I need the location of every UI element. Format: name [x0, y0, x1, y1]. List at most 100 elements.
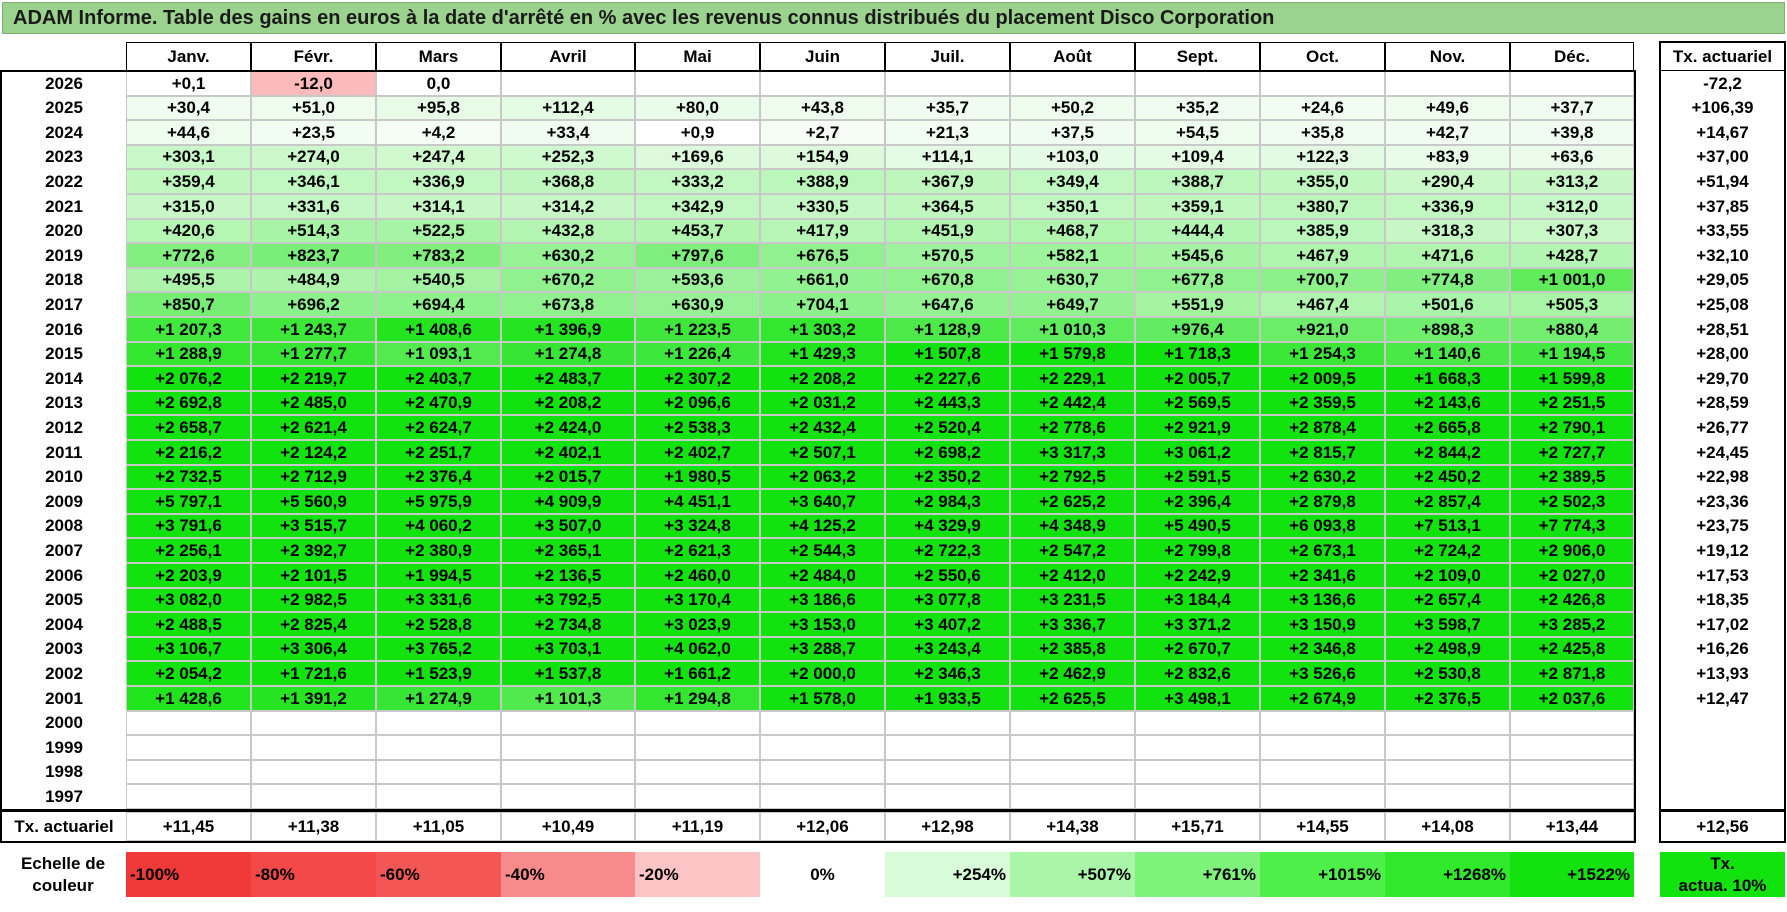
table-cell: +1 429,3 [760, 342, 885, 366]
table-cell: +2 712,9 [251, 465, 376, 489]
table-cell: +122,3 [1260, 145, 1385, 169]
table-cell: +2 426,8 [1510, 588, 1634, 612]
table-cell: +1 207,3 [126, 317, 251, 342]
year-label: 2010 [45, 467, 83, 486]
table-cell: +2 136,5 [501, 563, 635, 588]
legend-label: Echelle de couleur [20, 853, 106, 895]
table-cell [760, 784, 885, 809]
table-cell: +2 530,8 [1385, 661, 1510, 686]
table-cell: +1 661,2 [635, 661, 760, 686]
table-cell: +54,5 [1135, 120, 1260, 145]
table-cell: +0,1 [126, 71, 251, 96]
year-label: 2023 [45, 147, 83, 166]
table-cell: +2 392,7 [251, 538, 376, 563]
table-cell: +2 507,1 [760, 440, 885, 465]
table-cell: +49,6 [1385, 96, 1510, 120]
table-cell: +2 665,8 [1385, 415, 1510, 440]
table-cell: +318,3 [1385, 219, 1510, 243]
table-cell: +3 136,6 [1260, 588, 1385, 612]
table-cell: +336,9 [1385, 194, 1510, 219]
table-cell: +1 428,6 [126, 686, 251, 711]
rate-cell [1660, 760, 1785, 784]
legend-swatch: -100% [126, 852, 251, 897]
table-cell: +2 502,3 [1510, 489, 1634, 514]
table-cell: +2 346,8 [1260, 637, 1385, 661]
table-cell: +364,5 [885, 194, 1010, 219]
table-cell: +649,7 [1010, 292, 1135, 317]
table-cell: +467,9 [1260, 243, 1385, 268]
table-cell: +0,9 [635, 120, 760, 145]
table-cell: +2 009,5 [1260, 366, 1385, 391]
table-cell: +2 984,3 [885, 489, 1010, 514]
table-cell: +2 625,5 [1010, 686, 1135, 711]
totals-cell: +13,44 [1510, 812, 1634, 841]
table-cell: +2 727,7 [1510, 440, 1634, 465]
rate-cell: +22,98 [1696, 467, 1749, 486]
table-cell [1385, 760, 1510, 784]
table-cell: +2 389,5 [1510, 465, 1634, 489]
year-label: 2019 [45, 245, 83, 265]
month-header: Nov. [1385, 42, 1510, 71]
table-cell: +1 391,2 [251, 686, 376, 711]
table-cell: +2 630,2 [1260, 465, 1385, 489]
table-cell: +696,2 [251, 292, 376, 317]
table-cell: +2 732,5 [126, 465, 251, 489]
table-cell: +1 288,9 [126, 342, 251, 366]
table-cell: +2 722,3 [885, 538, 1010, 563]
table-cell: +2 698,2 [885, 440, 1010, 465]
table-cell [126, 760, 251, 784]
table-cell [635, 735, 760, 760]
rate-cell: +28,51 [1696, 319, 1749, 339]
table-cell: +1 303,2 [760, 317, 885, 342]
table-cell: +1 537,8 [501, 661, 635, 686]
rate-cell: +26,77 [1696, 417, 1749, 437]
table-cell: +37,5 [1010, 120, 1135, 145]
table-cell: +350,1 [1010, 194, 1135, 219]
table-cell: +1 523,9 [376, 661, 501, 686]
table-cell [1260, 71, 1385, 96]
table-cell: +2 879,8 [1260, 489, 1385, 514]
legend-swatch: +761% [1135, 852, 1260, 897]
rate-cell: +23,75 [1696, 516, 1749, 535]
table-cell: +1 254,3 [1260, 342, 1385, 366]
legend-swatch: +1268% [1385, 852, 1510, 897]
table-cell: +630,7 [1010, 268, 1135, 292]
table-cell: +1 579,8 [1010, 342, 1135, 366]
table-cell: +314,1 [376, 194, 501, 219]
year-label: 2022 [45, 171, 83, 191]
table-cell: +3 526,6 [1260, 661, 1385, 686]
table-cell [885, 784, 1010, 809]
table-cell [885, 760, 1010, 784]
table-cell: +2 484,0 [760, 563, 885, 588]
table-cell: +2 396,4 [1135, 489, 1260, 514]
table-cell: +44,6 [126, 120, 251, 145]
table-cell: +2 906,0 [1510, 538, 1634, 563]
table-cell: +80,0 [635, 96, 760, 120]
table-cell: +35,7 [885, 96, 1010, 120]
table-cell: +551,9 [1135, 292, 1260, 317]
rate-cell [1660, 784, 1785, 809]
table-cell: +3 336,7 [1010, 612, 1135, 637]
table-cell: +783,2 [376, 243, 501, 268]
rate-cell [1660, 735, 1785, 760]
table-cell: +3 791,6 [126, 514, 251, 538]
table-cell: +2 871,8 [1510, 661, 1634, 686]
table-cell [760, 735, 885, 760]
table-cell: +2 815,7 [1260, 440, 1385, 465]
month-header: Déc. [1510, 42, 1634, 71]
table-cell: +2 124,2 [251, 440, 376, 465]
table-cell: +2 380,9 [376, 538, 501, 563]
table-cell: +3 317,3 [1010, 440, 1135, 465]
table-cell [501, 71, 635, 96]
table-cell: +2 000,0 [760, 661, 885, 686]
table-cell: +1 668,3 [1385, 366, 1510, 391]
table-cell: +1 980,5 [635, 465, 760, 489]
table-cell: +3 061,2 [1135, 440, 1260, 465]
table-cell: +3 170,4 [635, 588, 760, 612]
table-cell: +2 031,2 [760, 391, 885, 415]
rate-cell: +12,47 [1696, 688, 1749, 708]
table-cell: +2 790,1 [1510, 415, 1634, 440]
table-cell: +2 402,1 [501, 440, 635, 465]
year-label: 2015 [45, 344, 83, 363]
year-label: 2018 [45, 270, 83, 289]
